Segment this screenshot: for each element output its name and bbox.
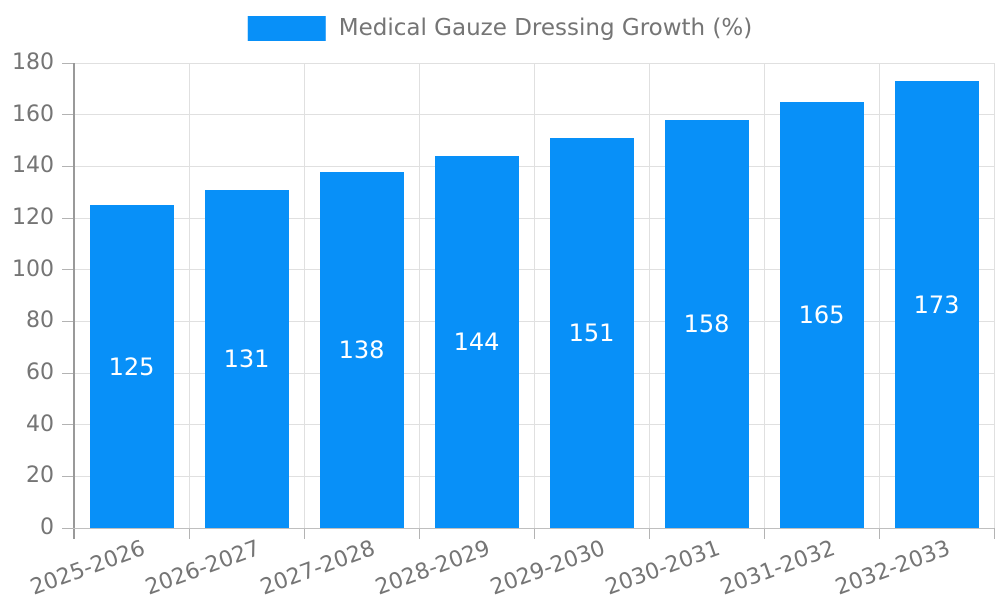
v-gridline (648, 63, 650, 528)
y-axis-tick (62, 320, 74, 322)
bar-2028-2029[interactable] (434, 156, 519, 528)
x-axis-tick (418, 528, 420, 539)
x-axis-category-label: 2028-2029 (371, 536, 494, 600)
v-gridline (993, 63, 995, 528)
y-axis-tick (62, 114, 74, 116)
bar-value-label: 151 (568, 318, 615, 347)
x-axis-line (73, 527, 994, 529)
v-gridline (763, 63, 765, 528)
y-axis-tick-label: 160 (12, 101, 54, 127)
y-axis-tick-label: 100 (12, 256, 54, 282)
y-axis-tick (62, 269, 74, 271)
y-axis-tick-label: 40 (26, 411, 54, 437)
bar-2032-2033[interactable] (894, 81, 979, 528)
x-axis-tick (188, 528, 190, 539)
x-axis-category-label: 2025-2026 (26, 536, 149, 600)
legend-item[interactable]: Medical Gauze Dressing Growth (%) (247, 14, 753, 42)
x-axis-tick (303, 528, 305, 539)
x-axis-tick (993, 528, 995, 539)
bar-2029-2030[interactable] (549, 137, 634, 528)
x-axis-tick (648, 528, 650, 539)
x-axis-category-label: 2031-2032 (716, 536, 839, 600)
x-axis-category-label: 2032-2033 (831, 536, 954, 600)
y-axis-tick-label: 140 (12, 153, 54, 179)
y-axis-tick-label: 0 (40, 515, 54, 540)
y-axis-tick (62, 475, 74, 477)
y-axis-tick (62, 62, 74, 64)
y-axis-tick (62, 372, 74, 374)
legend-swatch (247, 15, 326, 41)
y-axis-tick (62, 424, 74, 426)
x-axis-category-label: 2027-2028 (256, 536, 379, 600)
y-axis-tick-label: 20 (26, 463, 54, 489)
v-gridline (418, 63, 420, 528)
bar-value-label: 138 (338, 335, 385, 364)
y-axis-tick (62, 217, 74, 219)
bar-value-label: 173 (913, 290, 960, 319)
bar-value-label: 125 (108, 352, 155, 381)
y-axis-tick (62, 527, 74, 529)
v-gridline (533, 63, 535, 528)
v-gridline (303, 63, 305, 528)
y-axis-tick-label: 180 (12, 50, 54, 75)
x-axis-tick (763, 528, 765, 539)
y-axis-tick (62, 165, 74, 167)
y-axis-tick-label: 120 (12, 205, 54, 230)
x-axis-tick (533, 528, 535, 539)
legend-label: Medical Gauze Dressing Growth (%) (338, 15, 753, 41)
x-axis-category-label: 2030-2031 (601, 536, 724, 600)
bar-2027-2028[interactable] (319, 171, 404, 528)
x-axis-category-label: 2026-2027 (141, 536, 264, 600)
x-axis-tick (878, 528, 880, 539)
x-axis-category-label: 2029-2030 (486, 536, 609, 600)
y-axis-tick-label: 80 (26, 308, 54, 334)
y-axis-line (73, 63, 75, 539)
bar-2026-2027[interactable] (204, 189, 289, 528)
bar-2030-2031[interactable] (664, 119, 749, 528)
bar-value-label: 165 (798, 300, 845, 329)
y-axis-tick-label: 60 (26, 360, 54, 385)
bar-2031-2032[interactable] (779, 101, 864, 528)
v-gridline (188, 63, 190, 528)
bar-value-label: 131 (223, 344, 270, 373)
bar-value-label: 158 (683, 309, 730, 338)
bar-2025-2026[interactable] (89, 205, 174, 528)
v-gridline (878, 63, 880, 528)
bar-value-label: 144 (453, 328, 500, 356)
